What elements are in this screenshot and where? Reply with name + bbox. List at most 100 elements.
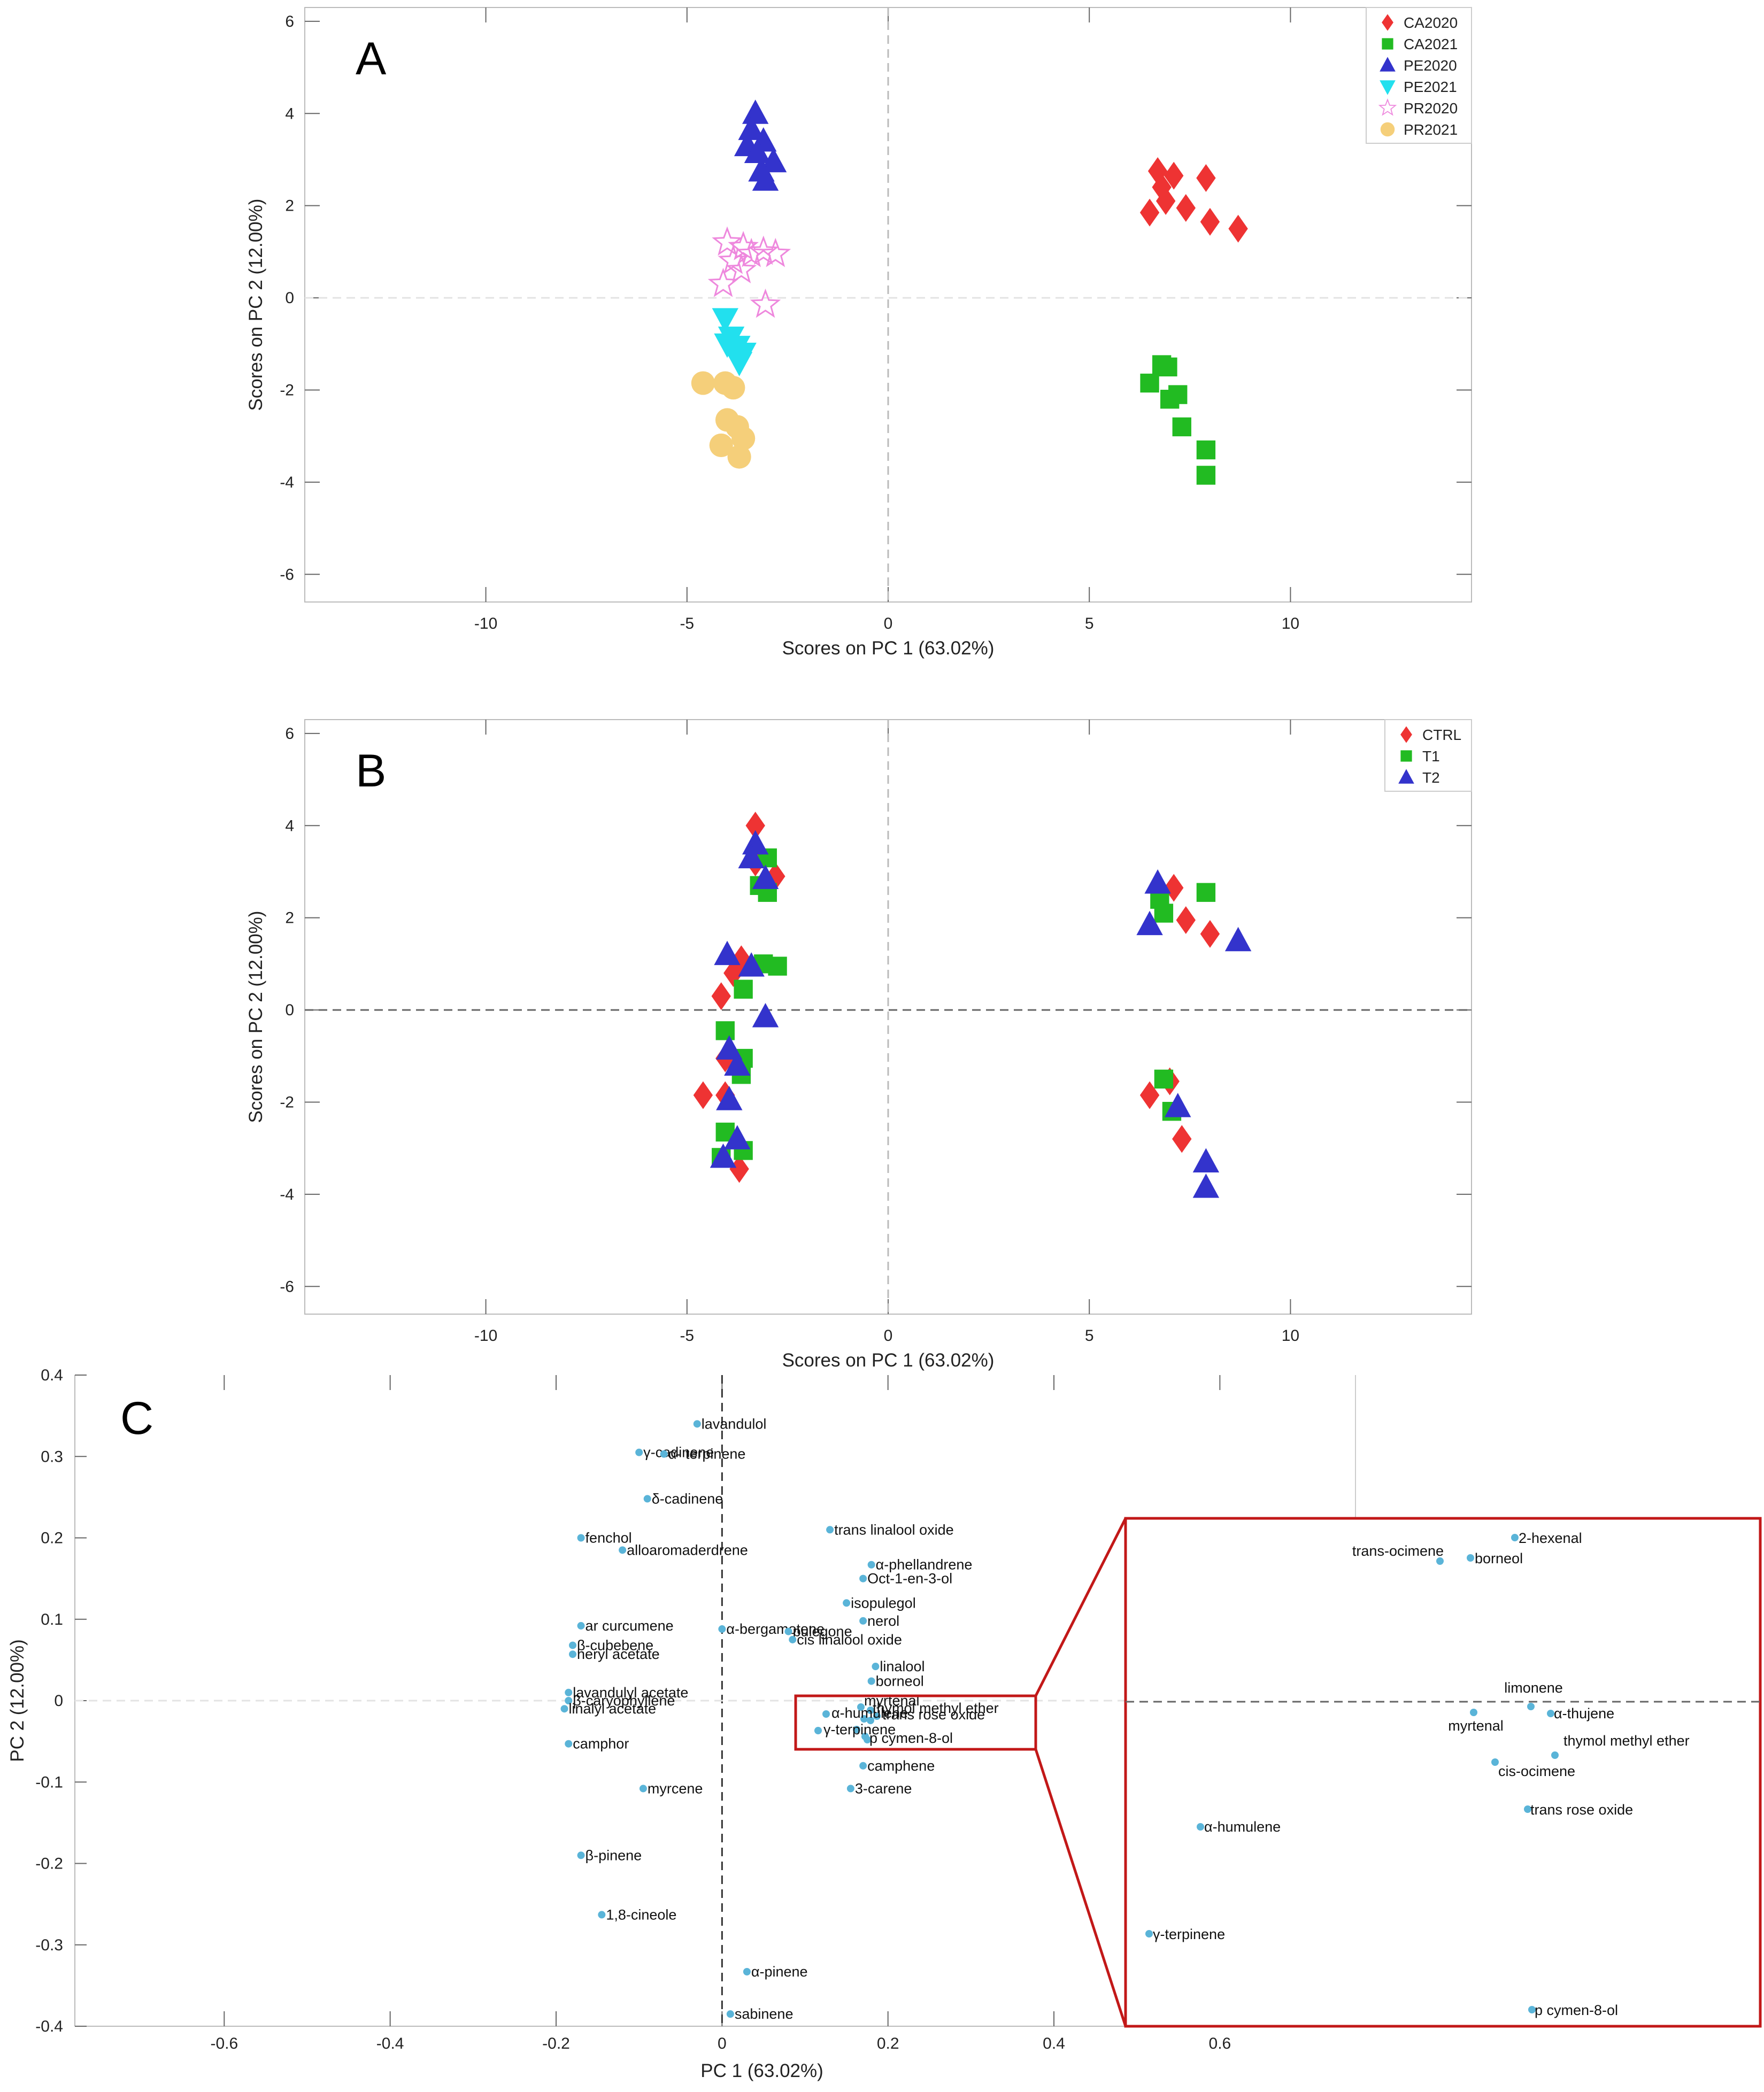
loading-label: myrcene — [648, 1780, 703, 1796]
x-tick-label: 10 — [1282, 615, 1299, 632]
panel-letter: C — [120, 1393, 153, 1444]
loading-label: fenchol — [586, 1530, 632, 1546]
y-tick-label: 0.4 — [41, 1367, 63, 1384]
point-t2 — [738, 844, 765, 869]
legend-marker-pr2020 — [1378, 98, 1397, 116]
loading-point — [859, 1574, 867, 1582]
legend-marker-t2 — [1398, 769, 1414, 784]
loading-point — [846, 1785, 854, 1793]
inset-point — [1197, 1823, 1204, 1831]
inset-point — [1524, 1805, 1531, 1813]
point-t2 — [724, 1125, 751, 1149]
legend-marker-pr2020 — [1378, 98, 1397, 116]
loading-label: δ-cadinene — [652, 1491, 723, 1507]
point-pe2021 — [712, 308, 738, 333]
inset-point — [1145, 1930, 1153, 1937]
inset-point — [1436, 1557, 1444, 1565]
legend-marker-pr2021 — [1380, 122, 1395, 137]
cluster-label: γ-terpinene — [823, 1722, 896, 1738]
loading-label: 3-carene — [855, 1780, 912, 1796]
loading-label: β-cubebene — [577, 1637, 653, 1653]
inset-label: cis-ocimene — [1498, 1763, 1575, 1779]
loading-point — [565, 1740, 573, 1748]
cluster-point — [873, 1712, 881, 1720]
panel-a: -10 -5 0 5 10 -6 -4 -2 0 2 4 6 Scores on PC 1 (63.02… — [245, 7, 1472, 659]
point-ca2021 — [1196, 440, 1216, 460]
point-pr2020 — [726, 253, 757, 283]
y-tick-label: -2 — [280, 1093, 294, 1111]
point-t2 — [716, 1086, 743, 1110]
point-pe2021 — [726, 352, 753, 376]
point-pe2020 — [742, 99, 769, 124]
inset-label: 2-hexenal — [1519, 1530, 1582, 1546]
y-tick-label: 0.1 — [41, 1611, 63, 1628]
legend-marker-t1 — [1400, 750, 1412, 762]
point-pr2020 — [707, 267, 739, 297]
loading-point — [867, 1561, 875, 1569]
point-t2 — [1192, 1148, 1220, 1173]
loading-point — [577, 1622, 585, 1630]
y-tick-label: 0.3 — [41, 1448, 63, 1465]
loading-point — [693, 1420, 701, 1428]
loading-label: linalool — [880, 1658, 925, 1674]
point-t2 — [716, 1035, 743, 1060]
loading-label: α-bergamotene — [726, 1621, 825, 1637]
zoom-inset-box — [1124, 1517, 1762, 2028]
point-t1 — [1154, 904, 1174, 923]
x-tick-label: 10 — [1282, 1327, 1299, 1345]
point-ctrl — [1200, 920, 1220, 948]
loading-point — [577, 1534, 585, 1542]
point-pr2020 — [718, 244, 749, 274]
point-ctrl — [693, 1081, 713, 1109]
legend-marker-pe2021 — [1380, 80, 1396, 95]
point-pr2021 — [721, 376, 745, 400]
inset-point — [1467, 1554, 1474, 1562]
x-tick-label: -5 — [680, 615, 694, 632]
point-pr2021 — [727, 445, 751, 469]
cluster-label: trans rose oxide — [882, 1707, 985, 1723]
point-ca2021 — [1140, 373, 1159, 393]
y-tick-label: 6 — [285, 13, 294, 30]
legend-label: T1 — [1422, 748, 1440, 765]
loading-label: camphor — [573, 1736, 629, 1752]
loading-label: ar curcumene — [586, 1618, 674, 1634]
point-ca2021 — [1196, 466, 1216, 485]
loading-point — [565, 1688, 573, 1696]
legend-label: PE2020 — [1404, 57, 1457, 74]
point-t2 — [1192, 1173, 1220, 1198]
x-axis-label: PC 1 (63.02%) — [700, 2060, 823, 2081]
cluster-point — [822, 1710, 830, 1718]
x-tick-label: 0.6 — [1209, 2035, 1231, 2052]
point-ca2021 — [1160, 390, 1180, 409]
x-axis-label: Scores on PC 1 (63.02%) — [782, 638, 995, 659]
legend-marker-ca2020 — [1382, 14, 1393, 31]
loading-point — [577, 1851, 585, 1859]
point-ca2020 — [1147, 157, 1168, 186]
inset-label: borneol — [1475, 1550, 1523, 1566]
point-ca2021 — [1172, 417, 1191, 437]
loading-point — [789, 1635, 797, 1643]
inset-label: trans rose oxide — [1530, 1802, 1633, 1818]
point-pe2020 — [744, 138, 771, 164]
inset-point — [1528, 2006, 1536, 2013]
y-tick-label: 2 — [285, 909, 294, 927]
loading-label: β-pinene — [586, 1847, 642, 1863]
point-t1 — [768, 956, 787, 976]
inset-label: limonene — [1504, 1680, 1563, 1696]
point-t2 — [710, 1143, 737, 1168]
point-ca2020 — [1164, 161, 1184, 190]
y-tick-label: -0.3 — [35, 1936, 63, 1954]
x-tick-label: -10 — [474, 615, 497, 632]
y-axis-label: PC 2 (12.00%) — [7, 1639, 28, 1762]
point-pe2020 — [752, 166, 779, 191]
legend-marker-t2 — [1398, 769, 1414, 784]
cluster-label: thymol methyl ether — [873, 1700, 999, 1716]
panel-b: -10 -5 0 5 10 -6 -4 -2 0 2 4 6 Scores on PC 1 (63.02… — [245, 719, 1472, 1371]
loading-label: neryl acetate — [577, 1646, 660, 1662]
loading-label: Oct-1-en-3-ol — [867, 1571, 952, 1587]
loading-label: alloaromaderdrene — [627, 1542, 748, 1558]
cluster-point — [864, 1736, 871, 1743]
cluster-point — [867, 1717, 874, 1724]
y-tick-label: 0 — [54, 1692, 63, 1710]
point-ca2020 — [1176, 194, 1196, 222]
